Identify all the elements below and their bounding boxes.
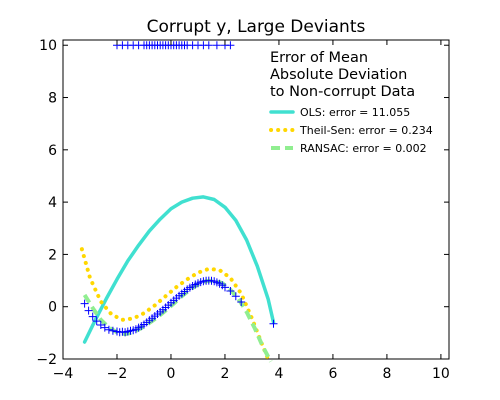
legend-label: RANSAC: error = 0.002	[300, 142, 427, 155]
y-tick-label: 2	[48, 247, 57, 263]
axes-frame	[62, 39, 450, 360]
data-point	[269, 319, 278, 328]
data-point	[80, 299, 89, 308]
data-point	[92, 317, 101, 326]
data-point	[100, 323, 109, 332]
series-line-theil-sen	[79, 247, 271, 361]
data-point	[88, 312, 97, 321]
x-tick-label: 0	[167, 366, 176, 382]
legend-title-line-1: Error of Mean	[270, 50, 368, 66]
legend-label: OLS: error = 11.055	[300, 106, 410, 119]
x-tick-label: 4	[274, 366, 283, 382]
legend: Error of Mean Absolute Deviation to Non-…	[269, 50, 433, 155]
data-point	[226, 287, 235, 295]
x-tick-label: 2	[220, 366, 229, 382]
data-point	[212, 41, 221, 50]
legend-title-line-3: to Non-corrupt Data	[270, 84, 415, 100]
x-tick-label: −4	[53, 366, 74, 382]
data-point	[84, 306, 93, 315]
data-point	[221, 283, 229, 292]
x-tick-label: 10	[432, 366, 450, 382]
data-point	[226, 41, 235, 50]
data-point	[237, 298, 246, 306]
data-point	[204, 41, 213, 50]
data-point	[108, 326, 117, 335]
chart-title: Corrupt y, Large Deviants	[147, 17, 366, 37]
y-tick-label: 4	[48, 195, 57, 211]
y-tick-label: 8	[48, 91, 57, 107]
legend-title-line-2: Absolute Deviation	[270, 67, 407, 83]
x-tick-label: −2	[107, 366, 128, 382]
scatter-layer	[80, 41, 278, 337]
legend-entries: OLS: error = 11.055 Theil-Sen: error = 0.…	[269, 106, 433, 155]
legend-label: Theil-Sen: error = 0.234	[299, 124, 433, 137]
y-tick-label: 0	[48, 300, 57, 316]
y-tick-label: −2	[36, 352, 57, 368]
x-tick-label: 8	[382, 366, 391, 382]
x-tick-label: 6	[328, 366, 337, 382]
data-point	[231, 292, 240, 301]
y-tick-label: 6	[48, 143, 57, 159]
series-line-ols	[82, 195, 276, 344]
data-point	[104, 325, 113, 334]
y-tick-label: 10	[39, 38, 57, 54]
